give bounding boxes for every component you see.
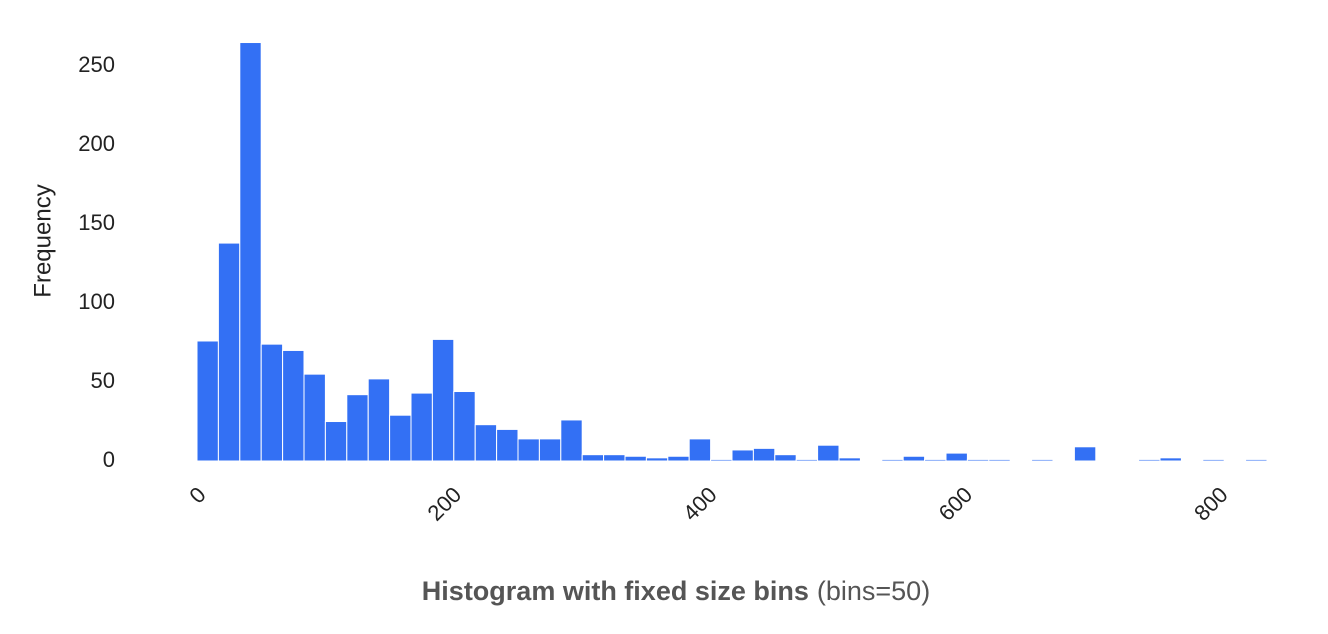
bar (603, 454, 626, 462)
bar (496, 428, 519, 462)
chart-caption: Histogram with fixed size bins (bins=50) (422, 576, 930, 606)
bar (474, 424, 498, 462)
y-tick-label: 250 (78, 52, 115, 77)
bar (1202, 458, 1225, 462)
bar (1031, 458, 1054, 462)
chart-subtitle: (bins=50) (817, 576, 930, 606)
bar (924, 458, 947, 462)
bar (1159, 457, 1182, 462)
bar (303, 373, 326, 462)
bar (1073, 446, 1097, 462)
bar (774, 454, 797, 462)
y-tick-label: 200 (78, 131, 115, 156)
bar (988, 458, 1011, 462)
bar (581, 454, 605, 462)
bar (945, 452, 968, 462)
y-tick-label: 50 (91, 368, 115, 393)
bar (431, 338, 455, 462)
bar (367, 378, 391, 462)
bar (282, 349, 305, 462)
y-tick-label: 0 (103, 447, 115, 472)
bar (196, 340, 219, 462)
x-tick-label: 0 (184, 482, 210, 508)
y-tick-label: 100 (78, 289, 115, 314)
bar (453, 391, 476, 462)
bar (389, 414, 412, 462)
bar (817, 444, 840, 462)
y-axis-label: Frequency (29, 184, 56, 297)
bar (346, 394, 369, 462)
bar (1138, 458, 1161, 462)
x-tick-label: 400 (678, 482, 722, 526)
bar (838, 457, 861, 462)
chart-title: Histogram with fixed size bins (422, 576, 809, 606)
bar (667, 455, 690, 462)
bar (710, 458, 733, 462)
bar (688, 438, 712, 462)
bar (517, 438, 540, 462)
bar (966, 458, 990, 462)
x-tick-label: 600 (934, 482, 978, 526)
bar (1245, 458, 1268, 462)
bar (624, 455, 647, 462)
x-tick-label: 200 (423, 482, 467, 526)
bar (410, 392, 433, 462)
bar (217, 242, 241, 462)
bar (260, 343, 284, 462)
bar (902, 455, 926, 462)
bar (239, 42, 262, 462)
bar (752, 447, 776, 462)
bar (324, 421, 348, 462)
bar (731, 449, 754, 462)
bar (881, 458, 904, 462)
bar (645, 457, 669, 462)
x-tick-label: 800 (1189, 482, 1233, 526)
bar (795, 458, 819, 462)
bar (538, 438, 562, 462)
bar (560, 419, 583, 462)
y-tick-label: 150 (78, 210, 115, 235)
